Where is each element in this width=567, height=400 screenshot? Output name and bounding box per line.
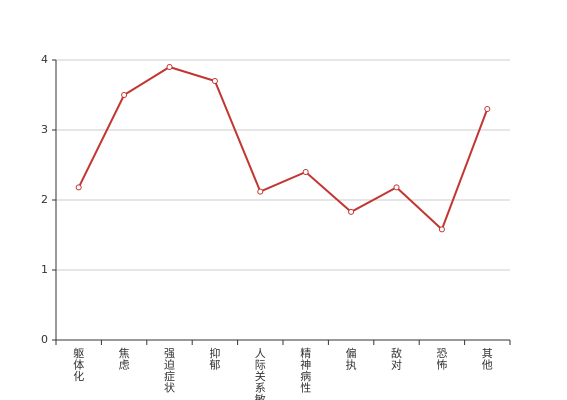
y-tick-label: 4 (41, 53, 48, 66)
y-tick-label: 1 (41, 263, 48, 276)
data-point (121, 92, 128, 98)
y-tick-label: 0 (41, 333, 48, 346)
x-tick-label: 强迫症状 (164, 347, 175, 395)
data-point (438, 226, 445, 233)
data-point (211, 78, 218, 84)
x-tick-label: 敌对 (391, 346, 402, 372)
y-tick-label: 2 (41, 193, 48, 206)
data-point (484, 106, 491, 112)
x-tick-label: 人际关系敏感 (255, 347, 266, 400)
x-tick-label: 抑郁 (209, 346, 220, 372)
x-tick-label: 恐怖 (436, 347, 447, 372)
data-point (393, 184, 400, 191)
data-point (348, 208, 355, 215)
x-tick-label: 偏执 (346, 346, 357, 372)
data-point (75, 184, 82, 191)
data-point (257, 188, 264, 195)
x-tick-label: 其他 (482, 347, 493, 372)
x-tick-label: 精神病性 (300, 347, 311, 395)
x-tick-label: 躯体化 (73, 347, 84, 383)
x-tick-label: 焦虑 (119, 347, 130, 372)
data-point (302, 169, 309, 175)
y-tick-label: 3 (41, 123, 48, 136)
series-line (77, 65, 489, 232)
data-point (166, 64, 173, 70)
